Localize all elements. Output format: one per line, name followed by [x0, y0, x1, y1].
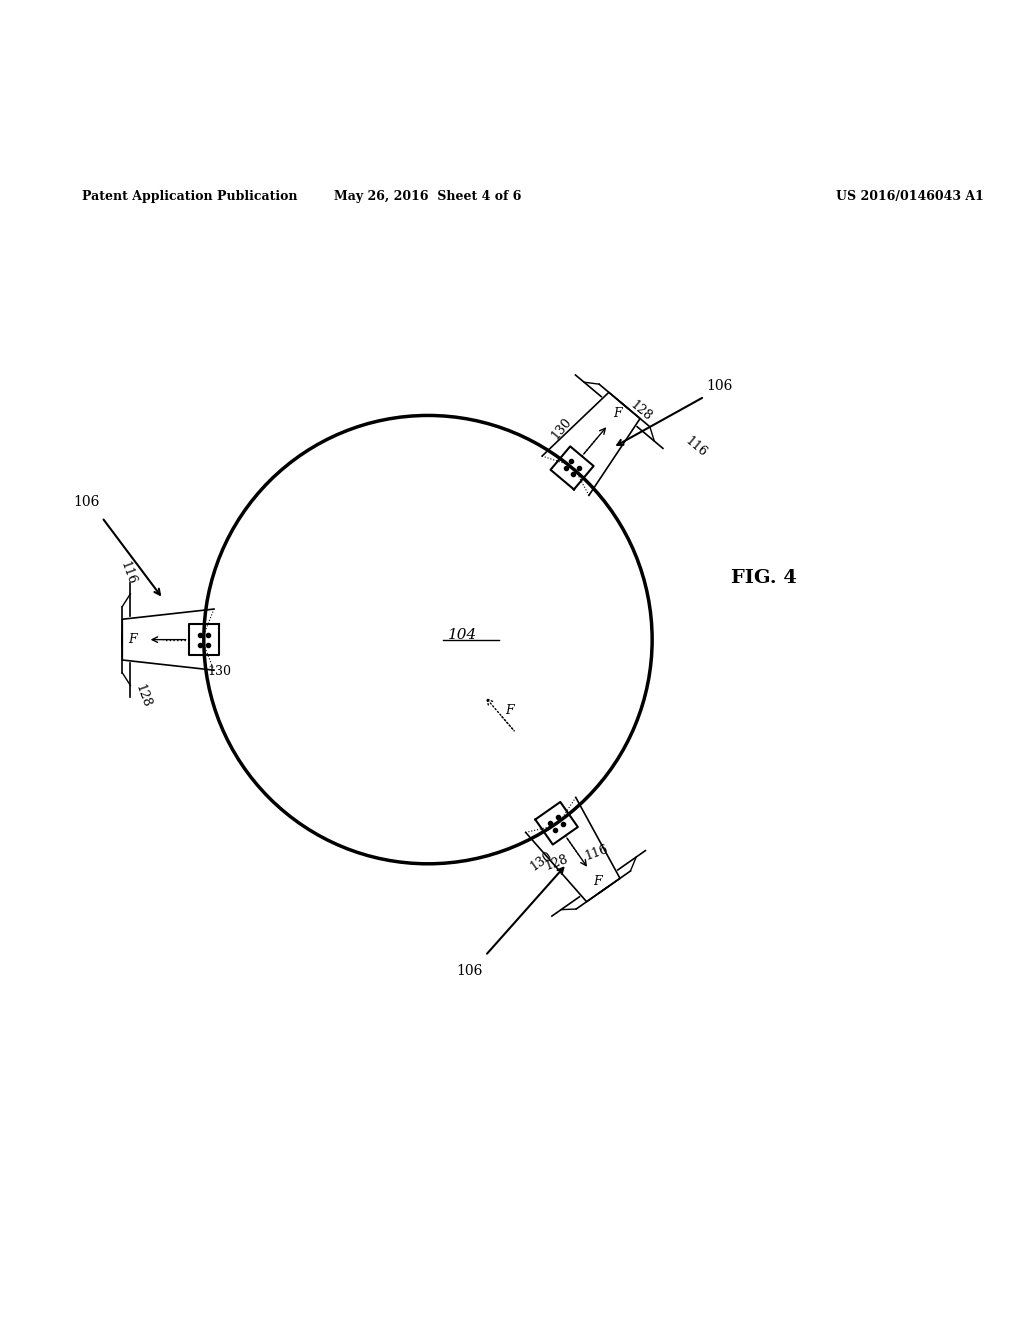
Text: F: F	[613, 407, 623, 420]
Text: 130: 130	[207, 665, 231, 678]
Text: 104: 104	[449, 627, 477, 642]
Text: 128: 128	[132, 682, 153, 709]
Text: Patent Application Publication: Patent Application Publication	[82, 190, 297, 203]
Text: F: F	[505, 705, 514, 718]
Text: 130: 130	[527, 849, 555, 873]
Text: 128: 128	[628, 399, 654, 424]
Text: 106: 106	[74, 495, 99, 510]
Text: 106: 106	[457, 964, 483, 978]
Text: F: F	[128, 634, 137, 645]
Text: 116: 116	[117, 560, 137, 587]
Text: 128: 128	[543, 853, 569, 874]
Text: 130: 130	[549, 416, 574, 442]
Text: 116: 116	[682, 434, 710, 459]
Text: FIG. 4: FIG. 4	[731, 569, 797, 587]
Text: US 2016/0146043 A1: US 2016/0146043 A1	[836, 190, 983, 203]
Text: 116: 116	[584, 842, 610, 863]
Text: F: F	[593, 875, 602, 888]
Text: 106: 106	[707, 379, 733, 393]
Text: May 26, 2016  Sheet 4 of 6: May 26, 2016 Sheet 4 of 6	[334, 190, 521, 203]
